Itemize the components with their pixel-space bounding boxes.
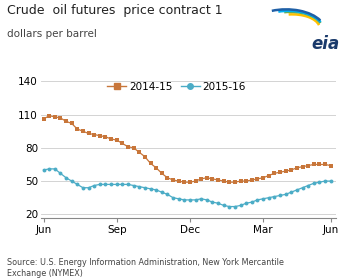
Text: Source: U.S. Energy Information Administration, New York Mercantile
Exchange (NY: Source: U.S. Energy Information Administ… <box>7 258 284 278</box>
Text: eia: eia <box>311 35 339 53</box>
Text: Crude  oil futures  price contract 1: Crude oil futures price contract 1 <box>7 4 223 17</box>
Text: dollars per barrel: dollars per barrel <box>7 29 97 39</box>
Legend: 2014-15, 2015-16: 2014-15, 2015-16 <box>103 78 250 96</box>
